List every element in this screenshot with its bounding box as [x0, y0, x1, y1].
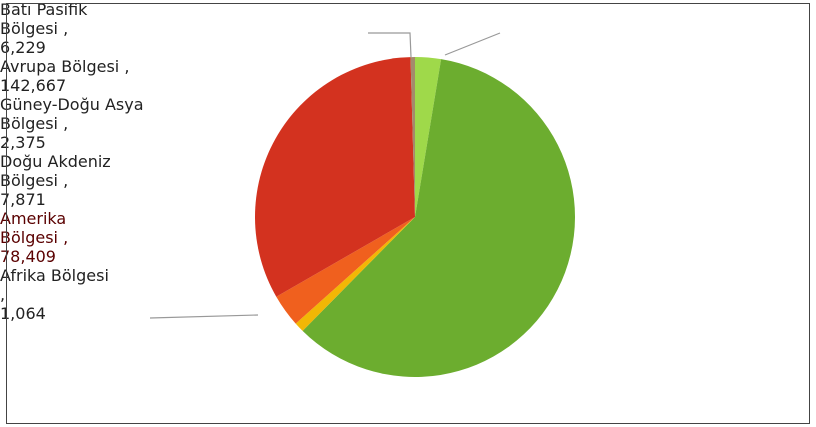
- slice-label: Amerika Bölgesi , 78,409: [0, 209, 120, 266]
- pie-slice: [415, 57, 442, 217]
- pie-slice: [295, 217, 415, 331]
- slice-name: Batı Pasifik Bölgesi ,: [0, 0, 88, 38]
- leader-line: [368, 32, 412, 58]
- pie-slice: [255, 57, 415, 297]
- pie-slice: [410, 57, 415, 217]
- slice-label: Avrupa Bölgesi , 142,667: [0, 57, 140, 95]
- slice-value: 6,229: [0, 38, 46, 57]
- slice-value: 78,409: [0, 247, 56, 266]
- slice-value: 2,375: [0, 133, 46, 152]
- slice-label: Güney-Doğu Asya Bölgesi , 2,375: [0, 95, 160, 152]
- slice-name: Afrika Bölgesi ,: [0, 266, 109, 304]
- slice-name: Amerika Bölgesi ,: [0, 209, 69, 247]
- pie-slice: [302, 59, 575, 377]
- slice-name: Güney-Doğu Asya Bölgesi ,: [0, 95, 144, 133]
- slice-value: 1,064: [0, 304, 46, 323]
- pie-slice: [276, 217, 415, 324]
- frame: [6, 3, 810, 424]
- slice-label: Afrika Bölgesi , 1,064: [0, 266, 110, 323]
- slice-name: Doğu Akdeniz Bölgesi ,: [0, 152, 111, 190]
- leader-line: [444, 32, 501, 56]
- slice-label: Doğu Akdeniz Bölgesi , 7,871: [0, 152, 150, 209]
- slice-value: 7,871: [0, 190, 46, 209]
- slice-value: 142,667: [0, 76, 67, 95]
- slice-name: Avrupa Bölgesi ,: [0, 57, 130, 76]
- slice-label: Batı Pasifik Bölgesi , 6,229: [0, 0, 140, 57]
- leader-line: [149, 314, 259, 319]
